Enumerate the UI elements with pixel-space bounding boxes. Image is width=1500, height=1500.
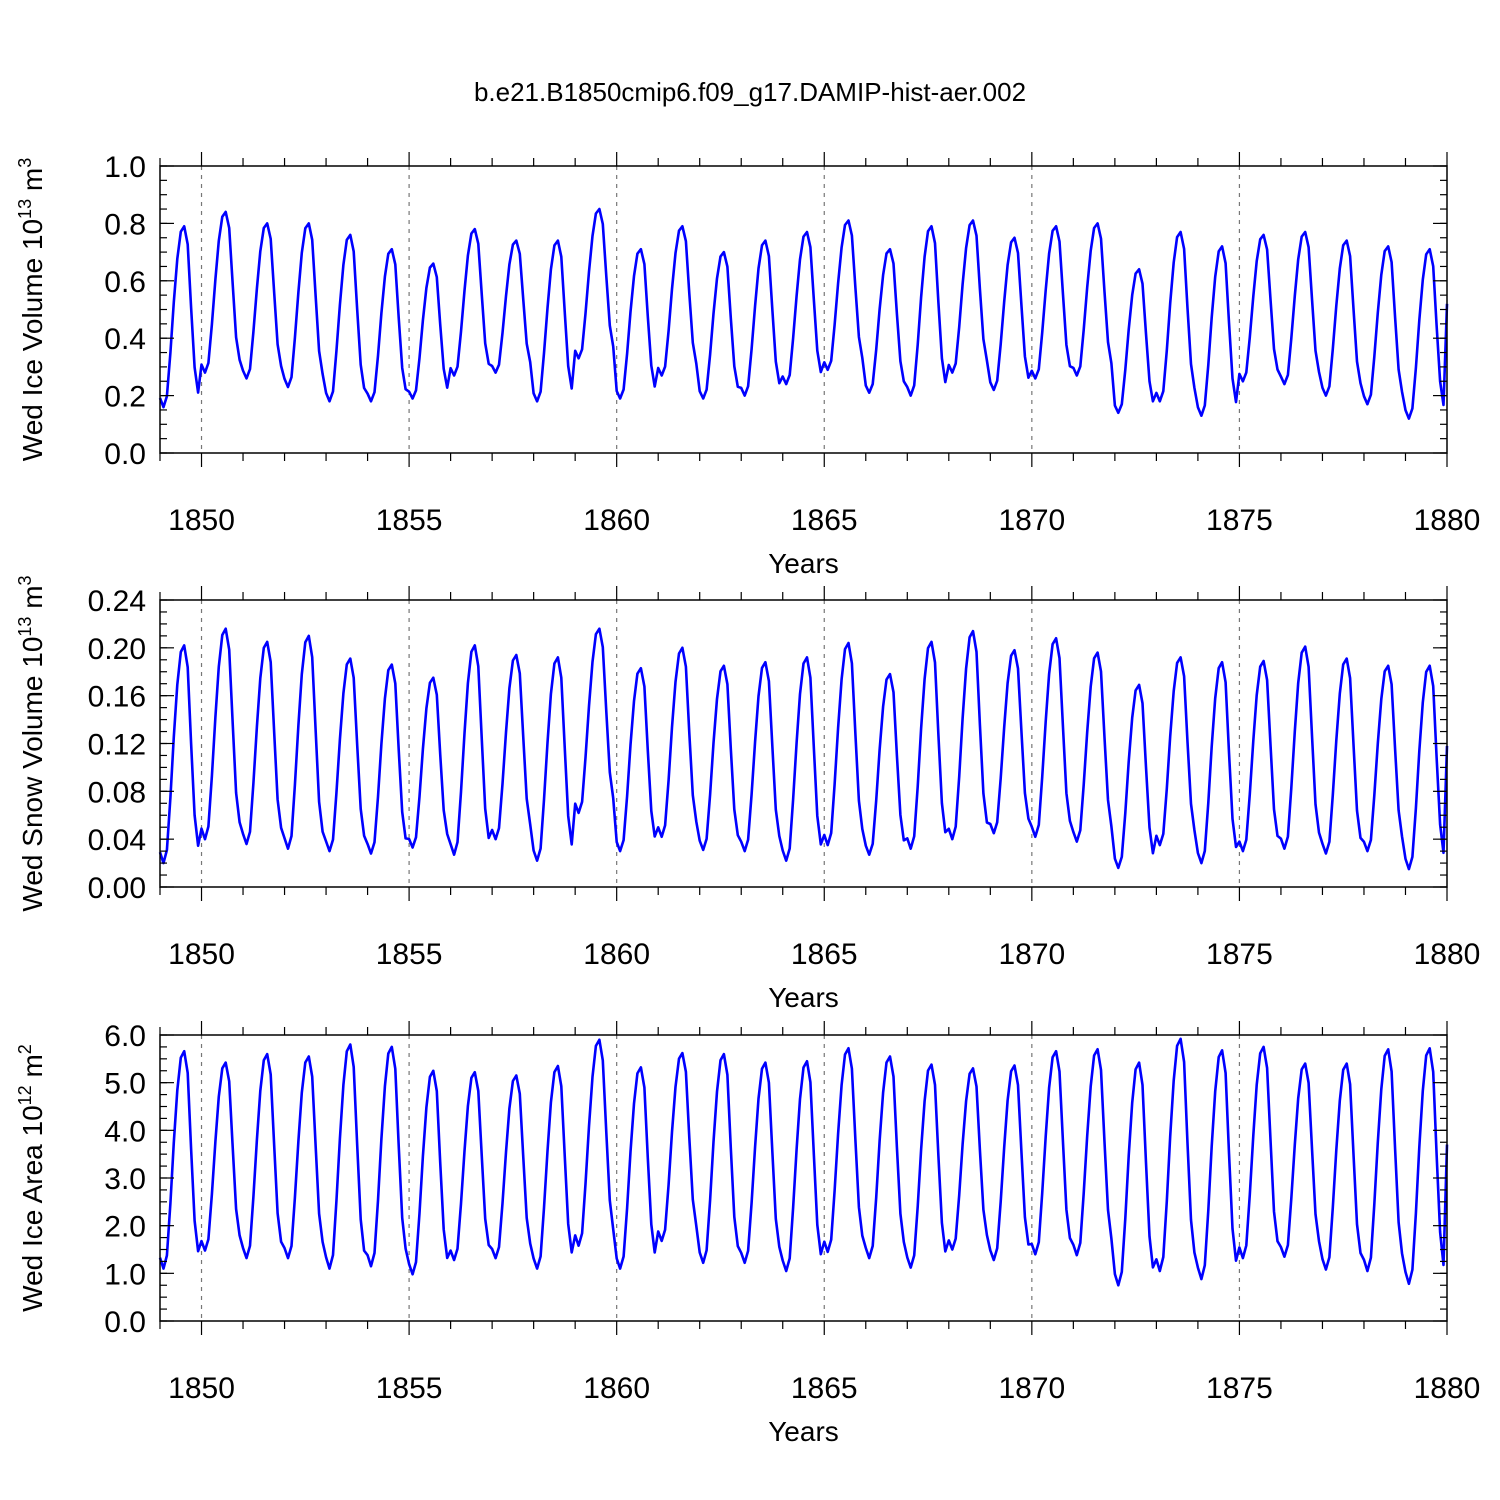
- panel-3: 0.0 1.0 2.0 3.0 4.0 5.0 6.0 1850 1855 1860 1865 187…: [15, 1020, 1480, 1447]
- figure-title: b.e21.B1850cmip6.f09_g17.DAMIP-hist-aer.…: [474, 77, 1026, 107]
- x-tick-label: 1865: [791, 1372, 858, 1405]
- x-tick-label: 1880: [1414, 938, 1481, 971]
- x-tick-label: 1875: [1206, 1372, 1273, 1405]
- y-tick-label: 1.0: [104, 151, 146, 184]
- y-axis-title-unit: m: [17, 1054, 48, 1085]
- x-tick-label: 1850: [168, 938, 235, 971]
- y-tick-label: 5.0: [104, 1068, 146, 1101]
- y-axis-title-exponent: 13: [15, 199, 35, 219]
- panel-2: 0.00 0.04 0.08 0.12 0.16 0.20 0.24 1850 1855 1860…: [15, 575, 1480, 1013]
- y-axis-title: Wed Ice Volume 1013 m3: [15, 158, 48, 461]
- series-line: [158, 207, 1449, 420]
- x-tick-label: 1855: [376, 1372, 443, 1405]
- x-tick-label: 1860: [583, 1372, 650, 1405]
- y-axis-title-unit-exponent: 3: [15, 575, 35, 585]
- panels: 0.0 0.2 0.4 0.6 0.8 1.0 1850 1855 1860 1865 1870 18…: [15, 151, 1480, 1447]
- x-tick-label: 1880: [1414, 504, 1481, 537]
- y-tick-label: 0.00: [88, 872, 146, 905]
- y-tick-label: 0.16: [88, 681, 146, 714]
- x-tick-label: 1865: [791, 938, 858, 971]
- x-axis-title: Years: [768, 982, 839, 1013]
- x-tick-label: 1875: [1206, 504, 1273, 537]
- y-tick-label: 0.0: [104, 438, 146, 471]
- y-tick-label: 0.24: [88, 585, 146, 618]
- y-tick-label: 4.0: [104, 1115, 146, 1148]
- x-tick-label: 1870: [998, 938, 1065, 971]
- y-tick-label: 2.0: [104, 1211, 146, 1244]
- plot-frame: [159, 165, 1448, 454]
- y-tick-label: 0.12: [88, 729, 146, 762]
- y-axis-title-unit-exponent: 2: [15, 1044, 35, 1054]
- y-tick-label: 0.8: [104, 208, 146, 241]
- x-tick-label: 1880: [1414, 1372, 1481, 1405]
- series-line: [158, 1037, 1449, 1287]
- panel-1: 0.0 0.2 0.4 0.6 0.8 1.0 1850 1855 1860 1865 1870 18…: [15, 151, 1480, 579]
- x-tick-label: 1855: [376, 504, 443, 537]
- y-axis-title-unit: m: [17, 168, 48, 199]
- y-axis-title-unit-exponent: 3: [15, 158, 35, 168]
- x-axis-title: Years: [768, 548, 839, 579]
- y-axis-title: Wed Ice Area 1012 m2: [15, 1044, 48, 1312]
- x-tick-label: 1865: [791, 504, 858, 537]
- x-tick-label: 1875: [1206, 938, 1273, 971]
- y-axis-title-main: Wed Ice Area 10: [17, 1105, 48, 1312]
- x-tick-label: 1850: [168, 1372, 235, 1405]
- x-tick-label: 1860: [583, 504, 650, 537]
- y-tick-label: 0.20: [88, 633, 146, 666]
- x-tick-label: 1855: [376, 938, 443, 971]
- y-tick-label: 0.0: [104, 1306, 146, 1339]
- x-tick-label: 1870: [998, 1372, 1065, 1405]
- y-tick-label: 0.6: [104, 266, 146, 299]
- y-axis-title: Wed Snow Volume 1013 m3: [15, 575, 48, 911]
- y-tick-label: 6.0: [104, 1020, 146, 1053]
- y-axis-title-exponent: 12: [15, 1085, 35, 1105]
- y-tick-label: 3.0: [104, 1163, 146, 1196]
- y-axis-title-main: Wed Ice Volume 10: [17, 219, 48, 461]
- y-tick-label: 0.08: [88, 776, 146, 809]
- y-tick-label: 0.2: [104, 381, 146, 414]
- y-axis-title-exponent: 13: [15, 617, 35, 637]
- x-tick-label: 1860: [583, 938, 650, 971]
- y-tick-label: 1.0: [104, 1258, 146, 1291]
- y-axis-title-main: Wed Snow Volume 10: [17, 637, 48, 912]
- x-tick-label: 1850: [168, 504, 235, 537]
- y-tick-label: 0.4: [104, 323, 146, 356]
- y-axis-title-unit: m: [17, 585, 48, 616]
- series-line: [158, 627, 1449, 871]
- x-tick-label: 1870: [998, 504, 1065, 537]
- x-axis-title: Years: [768, 1416, 839, 1447]
- y-tick-label: 0.04: [88, 824, 146, 857]
